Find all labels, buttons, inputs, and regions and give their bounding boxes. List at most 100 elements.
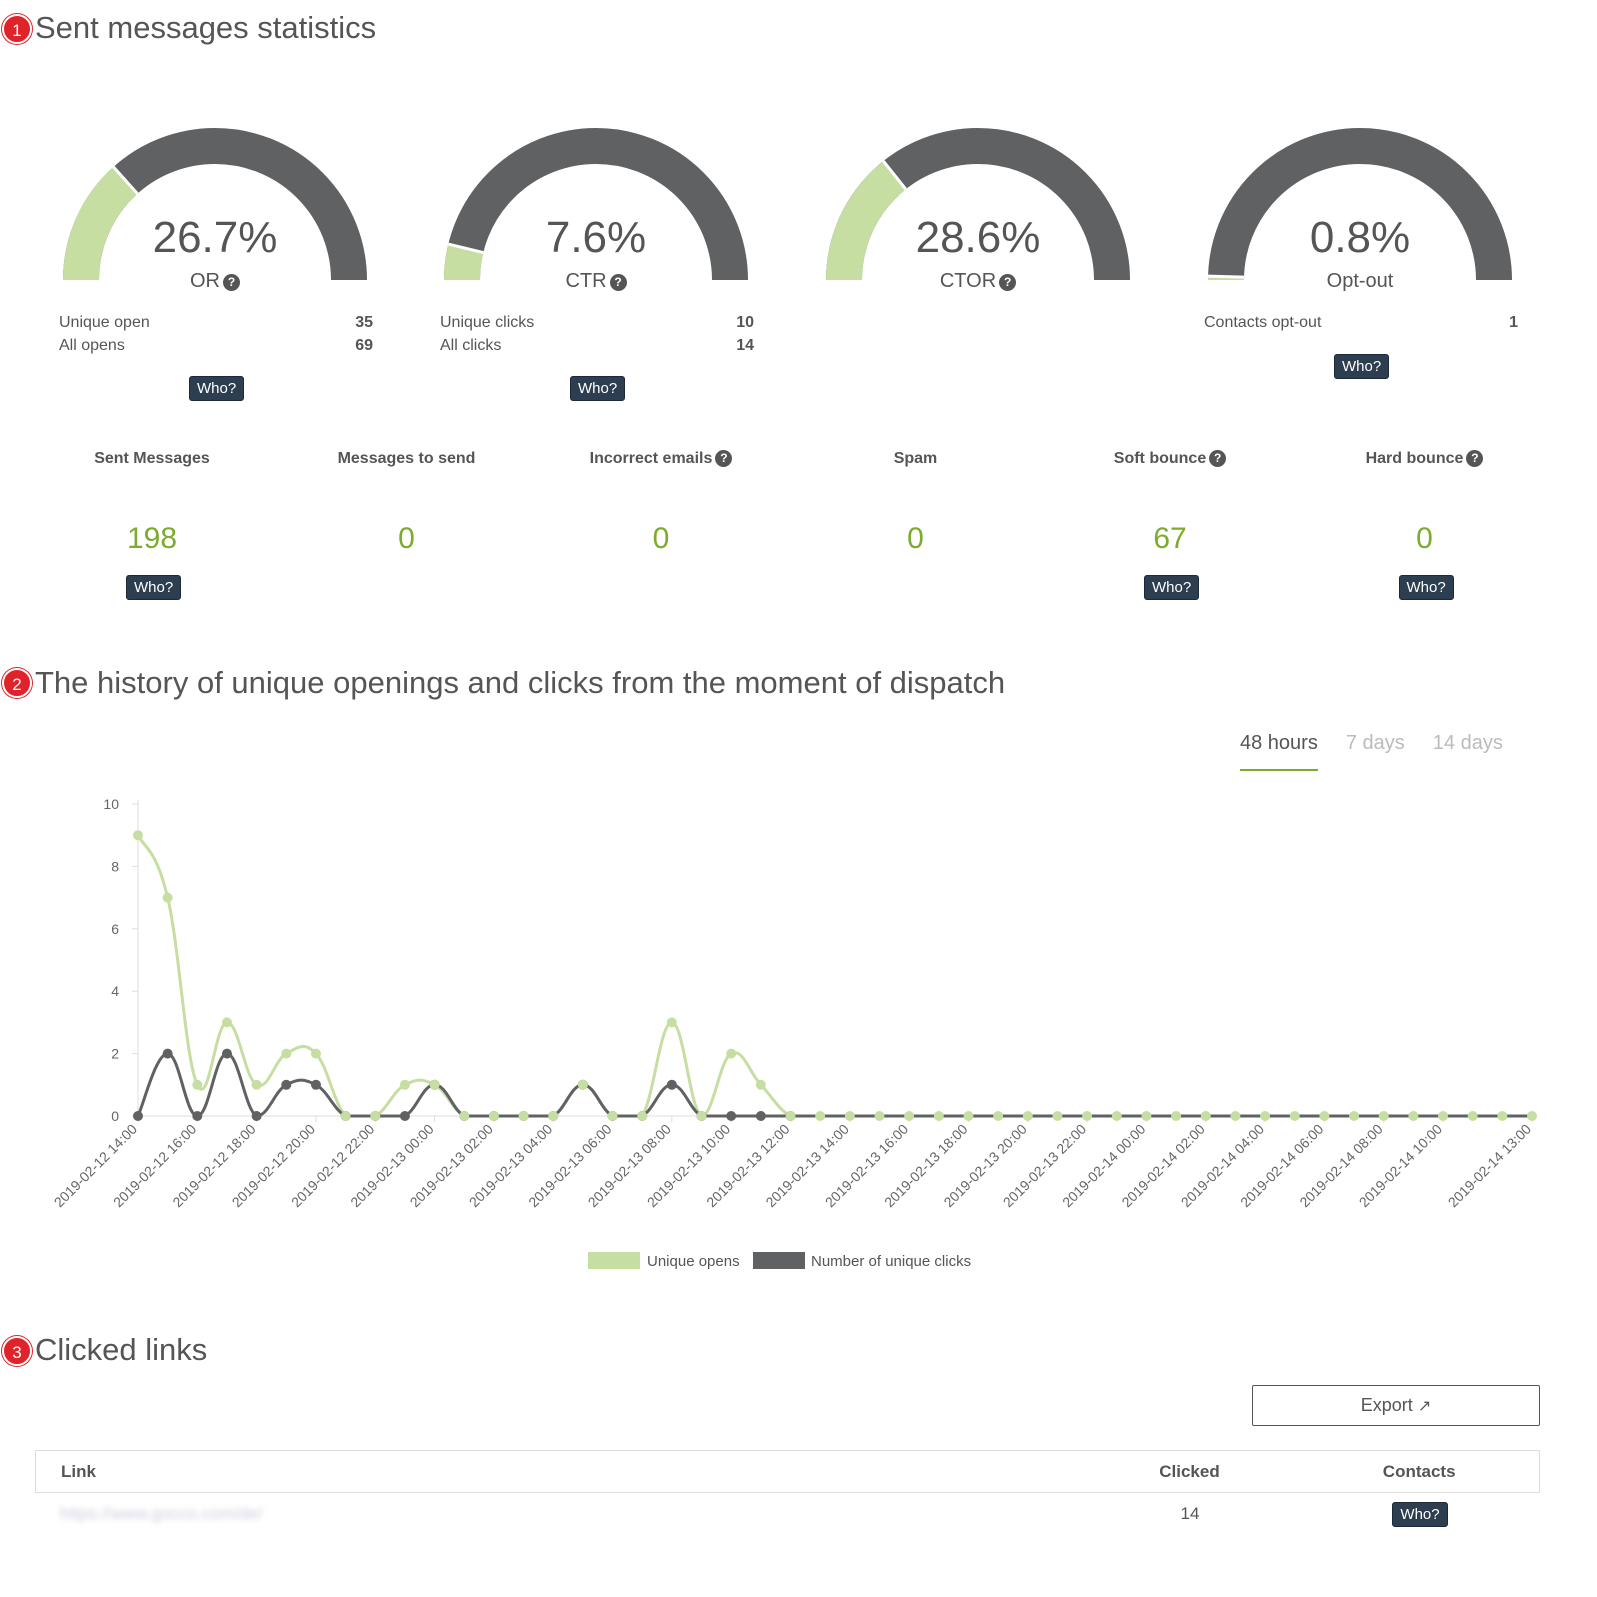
point-unique-clicks[interactable] [133, 1111, 143, 1121]
metric-sent-messages: Sent Messages 198 [25, 450, 279, 556]
point-unique-clicks[interactable] [755, 1111, 766, 1121]
point-unique-opens[interactable] [1527, 1111, 1537, 1121]
metric-label: Sent Messages [94, 450, 210, 467]
point-unique-opens[interactable] [1141, 1111, 1152, 1121]
point-unique-opens[interactable] [1289, 1111, 1300, 1121]
point-unique-opens[interactable] [340, 1111, 351, 1121]
stat-row: All opens 69 [59, 337, 373, 360]
tab-14-days[interactable]: 14 days [1432, 732, 1503, 754]
legend-swatch-unique-opens [588, 1252, 640, 1269]
point-unique-opens[interactable] [192, 1079, 203, 1090]
point-unique-opens[interactable] [1438, 1111, 1449, 1121]
metric-label: Hard bounce? [1298, 450, 1552, 470]
help-icon[interactable]: ? [1209, 450, 1227, 467]
point-unique-clicks[interactable] [399, 1111, 410, 1121]
point-unique-opens[interactable] [488, 1111, 499, 1121]
point-unique-clicks[interactable] [162, 1048, 173, 1059]
metric-hard-bounce: Hard bounce? 0 [1298, 450, 1552, 556]
point-unique-clicks[interactable] [666, 1079, 677, 1090]
tab-48-hours[interactable]: 48 hours [1240, 732, 1318, 771]
point-unique-opens[interactable] [251, 1079, 262, 1090]
point-unique-opens[interactable] [1230, 1111, 1241, 1121]
who-button[interactable]: Who? [1398, 575, 1454, 600]
external-link-icon: ↗ [1417, 1398, 1432, 1415]
point-unique-opens[interactable] [726, 1048, 737, 1059]
legend-label-unique-opens[interactable]: Unique opens [647, 1253, 740, 1270]
legend-label-unique-clicks[interactable]: Number of unique clicks [811, 1253, 971, 1270]
point-unique-opens[interactable] [904, 1111, 915, 1121]
help-icon[interactable]: ? [715, 450, 733, 467]
point-unique-opens[interactable] [666, 1017, 677, 1028]
who-button[interactable]: Who? [1392, 1501, 1448, 1527]
export-button[interactable]: Export ↗ [1252, 1385, 1540, 1426]
gauge-stats: Contacts opt-out 1 [1204, 314, 1518, 337]
point-unique-opens[interactable] [785, 1111, 796, 1121]
x-tick-label: 2019-02-14 13:00 [1445, 1121, 1535, 1211]
point-unique-opens[interactable] [577, 1079, 588, 1090]
stat-row: All clicks 14 [440, 337, 754, 360]
point-unique-opens[interactable] [1408, 1111, 1419, 1121]
section-title-history: The history of unique openings and click… [35, 665, 1006, 700]
point-unique-opens[interactable] [1349, 1111, 1360, 1121]
point-unique-clicks[interactable] [221, 1048, 232, 1059]
who-button[interactable]: Who? [1334, 354, 1390, 379]
point-unique-opens[interactable] [399, 1079, 410, 1090]
point-unique-opens[interactable] [548, 1111, 559, 1121]
gauge-fill [63, 166, 138, 281]
point-unique-opens[interactable] [1319, 1111, 1330, 1121]
point-unique-opens[interactable] [1467, 1111, 1478, 1121]
point-unique-opens[interactable] [637, 1111, 648, 1121]
point-unique-clicks[interactable] [192, 1111, 203, 1121]
point-unique-opens[interactable] [1082, 1111, 1093, 1121]
stat-value: 1 [1509, 314, 1518, 331]
point-unique-clicks[interactable] [726, 1111, 737, 1121]
point-unique-opens[interactable] [993, 1111, 1004, 1121]
point-unique-clicks[interactable] [281, 1079, 292, 1090]
point-unique-opens[interactable] [1200, 1111, 1211, 1121]
who-button[interactable]: Who? [570, 376, 626, 401]
gauge-value: 26.7% [152, 213, 278, 262]
point-unique-opens[interactable] [874, 1111, 885, 1121]
point-unique-opens[interactable] [607, 1111, 618, 1121]
who-button[interactable]: Who? [1144, 575, 1200, 600]
link-url[interactable]: https://www.gocco.com/de/ [60, 1504, 263, 1523]
tab-7-days[interactable]: 7 days [1345, 732, 1405, 754]
point-unique-opens[interactable] [1497, 1111, 1508, 1121]
help-icon[interactable]: ? [223, 274, 240, 291]
point-unique-opens[interactable] [963, 1111, 974, 1121]
point-unique-opens[interactable] [815, 1111, 826, 1121]
point-unique-opens[interactable] [755, 1079, 766, 1090]
who-button[interactable]: Who? [126, 575, 182, 600]
point-unique-opens[interactable] [221, 1017, 232, 1028]
point-unique-opens[interactable] [518, 1111, 529, 1121]
point-unique-opens[interactable] [1260, 1111, 1271, 1121]
point-unique-opens[interactable] [1171, 1111, 1182, 1121]
point-unique-opens[interactable] [133, 830, 143, 841]
gauge-label: Opt-out [1326, 270, 1394, 292]
point-unique-opens[interactable] [370, 1111, 381, 1121]
point-unique-opens[interactable] [933, 1111, 944, 1121]
gauge-track [444, 128, 748, 281]
point-unique-opens[interactable] [281, 1048, 292, 1059]
who-button[interactable]: Who? [189, 376, 245, 401]
help-icon[interactable]: ? [999, 274, 1017, 291]
gauge-ctr: 7.6% CTR? [431, 125, 761, 292]
clicked-links-table: Link Clicked Contacts https://www.gocco.… [35, 1450, 1540, 1535]
y-tick-label: 0 [111, 1108, 119, 1124]
point-unique-opens[interactable] [459, 1111, 470, 1121]
point-unique-opens[interactable] [696, 1111, 707, 1121]
point-unique-clicks[interactable] [310, 1079, 321, 1090]
point-unique-opens[interactable] [310, 1048, 321, 1059]
point-unique-opens[interactable] [1111, 1111, 1122, 1121]
point-unique-opens[interactable] [429, 1079, 440, 1090]
point-unique-opens[interactable] [1052, 1111, 1063, 1121]
gauge-separator [112, 165, 139, 195]
point-unique-clicks[interactable] [251, 1111, 262, 1121]
point-unique-opens[interactable] [844, 1111, 855, 1121]
point-unique-opens[interactable] [1022, 1111, 1033, 1121]
help-icon[interactable]: ? [1466, 450, 1484, 467]
gauge-ctor: 28.6% CTOR? [813, 125, 1143, 292]
point-unique-opens[interactable] [1378, 1111, 1389, 1121]
point-unique-opens[interactable] [162, 892, 173, 903]
help-icon[interactable]: ? [609, 274, 627, 291]
